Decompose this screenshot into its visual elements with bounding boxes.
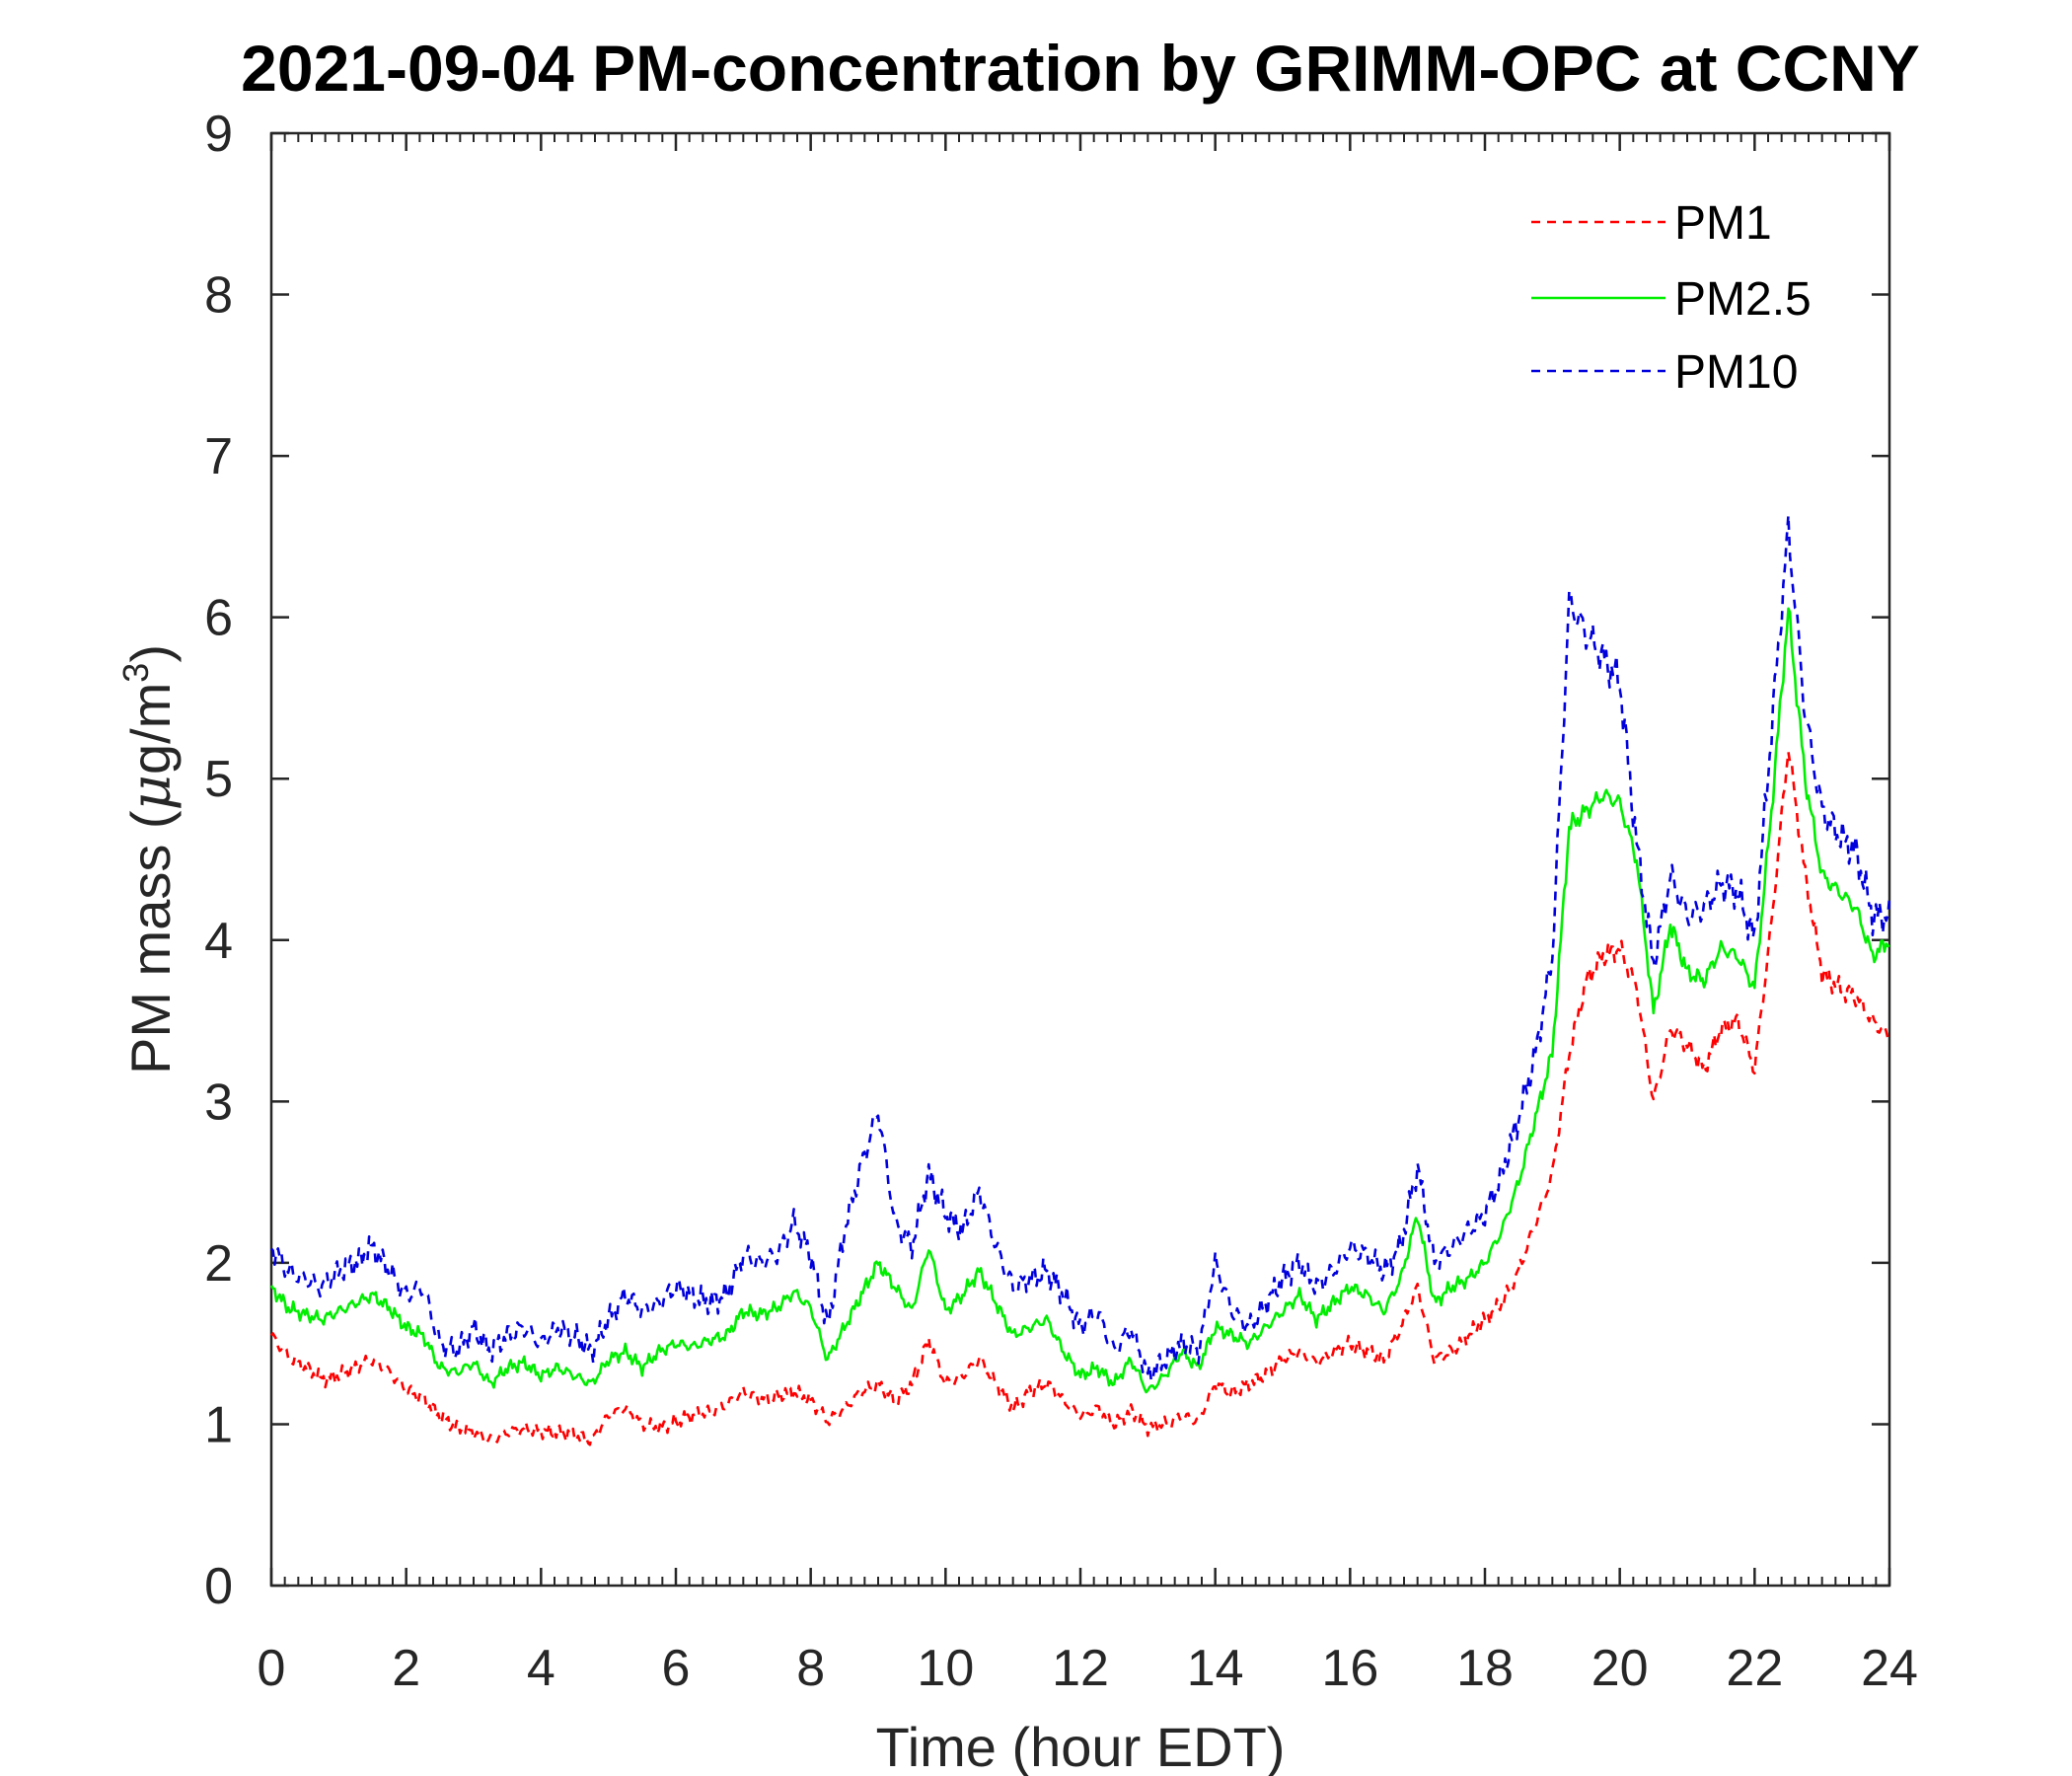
x-tick-label: 18 [1456, 1640, 1514, 1697]
legend: PM1 PM2.5 PM10 [1531, 197, 1812, 399]
major-ticks [269, 131, 1891, 1588]
y-axis-label: PM mass (μg/m3) [115, 644, 184, 1074]
y-axis-label-mu: μ [119, 775, 184, 810]
x-tick-label: 14 [1187, 1640, 1244, 1697]
plot-area [269, 131, 1891, 1588]
x-tick-labels: 0 2 4 6 8 10 12 14 16 18 20 22 24 [258, 1640, 1918, 1697]
x-tick-label: 22 [1726, 1640, 1783, 1697]
y-tick-label: 3 [204, 1073, 233, 1131]
y-tick-label: 1 [204, 1396, 233, 1453]
series-line-pm1 [270, 750, 1891, 1446]
y-tick-label: 6 [204, 590, 233, 647]
x-tick-label: 12 [1052, 1640, 1109, 1697]
x-tick-label: 8 [796, 1640, 825, 1697]
y-tick-label: 8 [204, 267, 233, 325]
series-line-pm10 [270, 513, 1891, 1382]
x-tick-label: 24 [1861, 1640, 1918, 1697]
y-axis-label-unit: g/m [119, 683, 182, 775]
x-tick-label: 10 [917, 1640, 974, 1697]
chart-title: 2021-09-04 PM-concentration by GRIMM-OPC… [241, 32, 1920, 105]
y-axis-label-prefix: PM mass ( [119, 810, 182, 1074]
y-tick-label: 4 [204, 913, 233, 970]
legend-label-pm10: PM10 [1674, 346, 1798, 399]
y-tick-label: 0 [204, 1558, 233, 1615]
x-tick-label: 0 [258, 1640, 286, 1697]
minor-ticks [283, 133, 1878, 1586]
x-tick-label: 16 [1321, 1640, 1378, 1697]
y-tick-label: 5 [204, 751, 233, 808]
y-axis-label-suffix: ) [119, 644, 182, 663]
plot-frame [269, 131, 1891, 1588]
x-tick-label: 2 [392, 1640, 420, 1697]
legend-label-pm25: PM2.5 [1674, 273, 1812, 326]
legend-label-pm1: PM1 [1674, 197, 1772, 250]
series-layer [269, 513, 1891, 1446]
y-tick-label: 7 [204, 428, 233, 485]
x-tick-label: 20 [1591, 1640, 1649, 1697]
y-tick-label: 9 [204, 106, 233, 163]
y-tick-label: 2 [204, 1235, 233, 1293]
series-line-pm25 [269, 607, 1890, 1394]
x-tick-label: 4 [527, 1640, 555, 1697]
x-axis-label: Time (hour EDT) [876, 1716, 1286, 1776]
x-tick-label: 6 [662, 1640, 691, 1697]
y-axis-label-sup: 3 [115, 663, 156, 683]
y-tick-labels: 0 1 2 3 4 5 6 7 8 9 [204, 106, 233, 1615]
